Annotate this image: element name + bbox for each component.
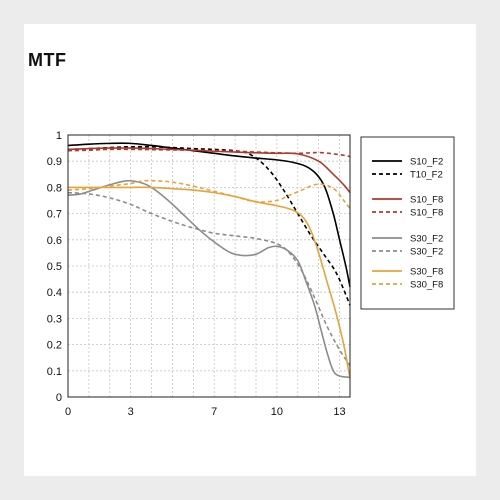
- y-tick-label: 0.1: [47, 366, 62, 378]
- series-group: [67, 142, 351, 379]
- legend-label-s30-f2-dashed: S30_F2: [410, 247, 443, 258]
- legend-label-s30-f2-solid: S30_F2: [410, 234, 443, 245]
- x-tick-label: 10: [271, 406, 283, 418]
- y-tick-label: 0.5: [47, 261, 62, 273]
- x-tick-label: 0: [65, 406, 71, 418]
- chart-title: MTF: [28, 50, 67, 70]
- x-tick-label: 13: [333, 406, 345, 418]
- series-line-s30-f8-dashed: [67, 179, 351, 209]
- y-tick-label: 0.8: [47, 182, 62, 194]
- series-line-s10-f2-solid: [67, 142, 351, 288]
- series-line-s30-f2-dashed: [67, 191, 351, 367]
- y-tick-label: 0.7: [47, 209, 62, 221]
- x-tick-label: 7: [211, 406, 217, 418]
- grid: [68, 135, 350, 397]
- series-line-s30-f2-solid: [67, 179, 351, 379]
- legend: S10_F2 T10_F2 S10_F8 S10_F8 S30_F2 S30_F2 S30_…: [372, 157, 443, 291]
- y-tick-label: 0: [56, 392, 62, 404]
- y-tick-labels: 0 0.1 0.2 0.3 0.4 0.5 0.6 0.7 0.8 0.9 1: [47, 130, 62, 404]
- y-tick-label: 1: [56, 130, 62, 142]
- y-tick-label: 0.9: [47, 156, 62, 168]
- legend-label-t10-f2-dashed: T10_F2: [410, 170, 443, 181]
- legend-box: [360, 136, 455, 310]
- y-tick-label: 0.2: [47, 340, 62, 352]
- y-tick-label: 0.3: [47, 313, 62, 325]
- plot-frame: [67, 134, 351, 398]
- y-tick-label: 0.6: [47, 235, 62, 247]
- legend-label-s10-f8-solid: S10_F8: [410, 195, 443, 206]
- legend-label-s10-f2-solid: S10_F2: [410, 157, 443, 168]
- legend-label-s30-f8-dashed: S30_F8: [410, 280, 443, 291]
- y-tick-label: 0.4: [47, 287, 62, 299]
- legend-label-s30-f8-solid: S30_F8: [410, 267, 443, 278]
- x-tick-label: 3: [128, 406, 134, 418]
- series-line-s10-f8-dashed: [67, 148, 351, 158]
- x-tick-labels: 0 3 7 10 13: [65, 406, 346, 418]
- legend-label-s10-f8-dashed: S10_F8: [410, 208, 443, 219]
